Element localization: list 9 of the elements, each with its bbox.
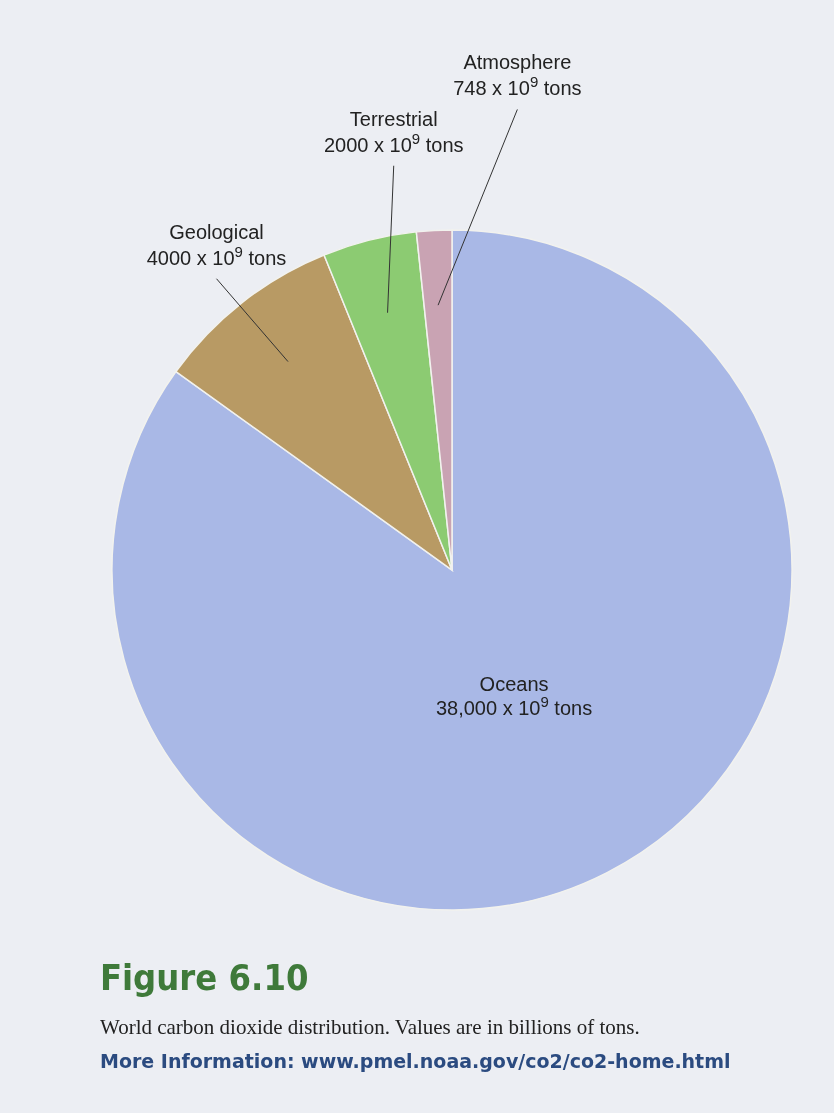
text: Figure 6.10: [99, 956, 309, 999]
text: World carbon dioxide distribution. Values are in billions of tons.: [100, 1015, 640, 1039]
text: More Information: www.pmel.noaa.gov/co2/co2-home.html: [100, 1050, 731, 1072]
data-label: 4000 x 10$^{9}$ tons: [146, 242, 287, 269]
slice-label: Terrestrial: [349, 107, 438, 130]
data-label: 748 x 10$^{9}$ tons: [453, 72, 582, 100]
slice-label: Geological: [169, 220, 264, 243]
data-label: 2000 x 10$^{9}$ tons: [323, 129, 464, 156]
slice-label: Atmosphere: [463, 51, 572, 74]
